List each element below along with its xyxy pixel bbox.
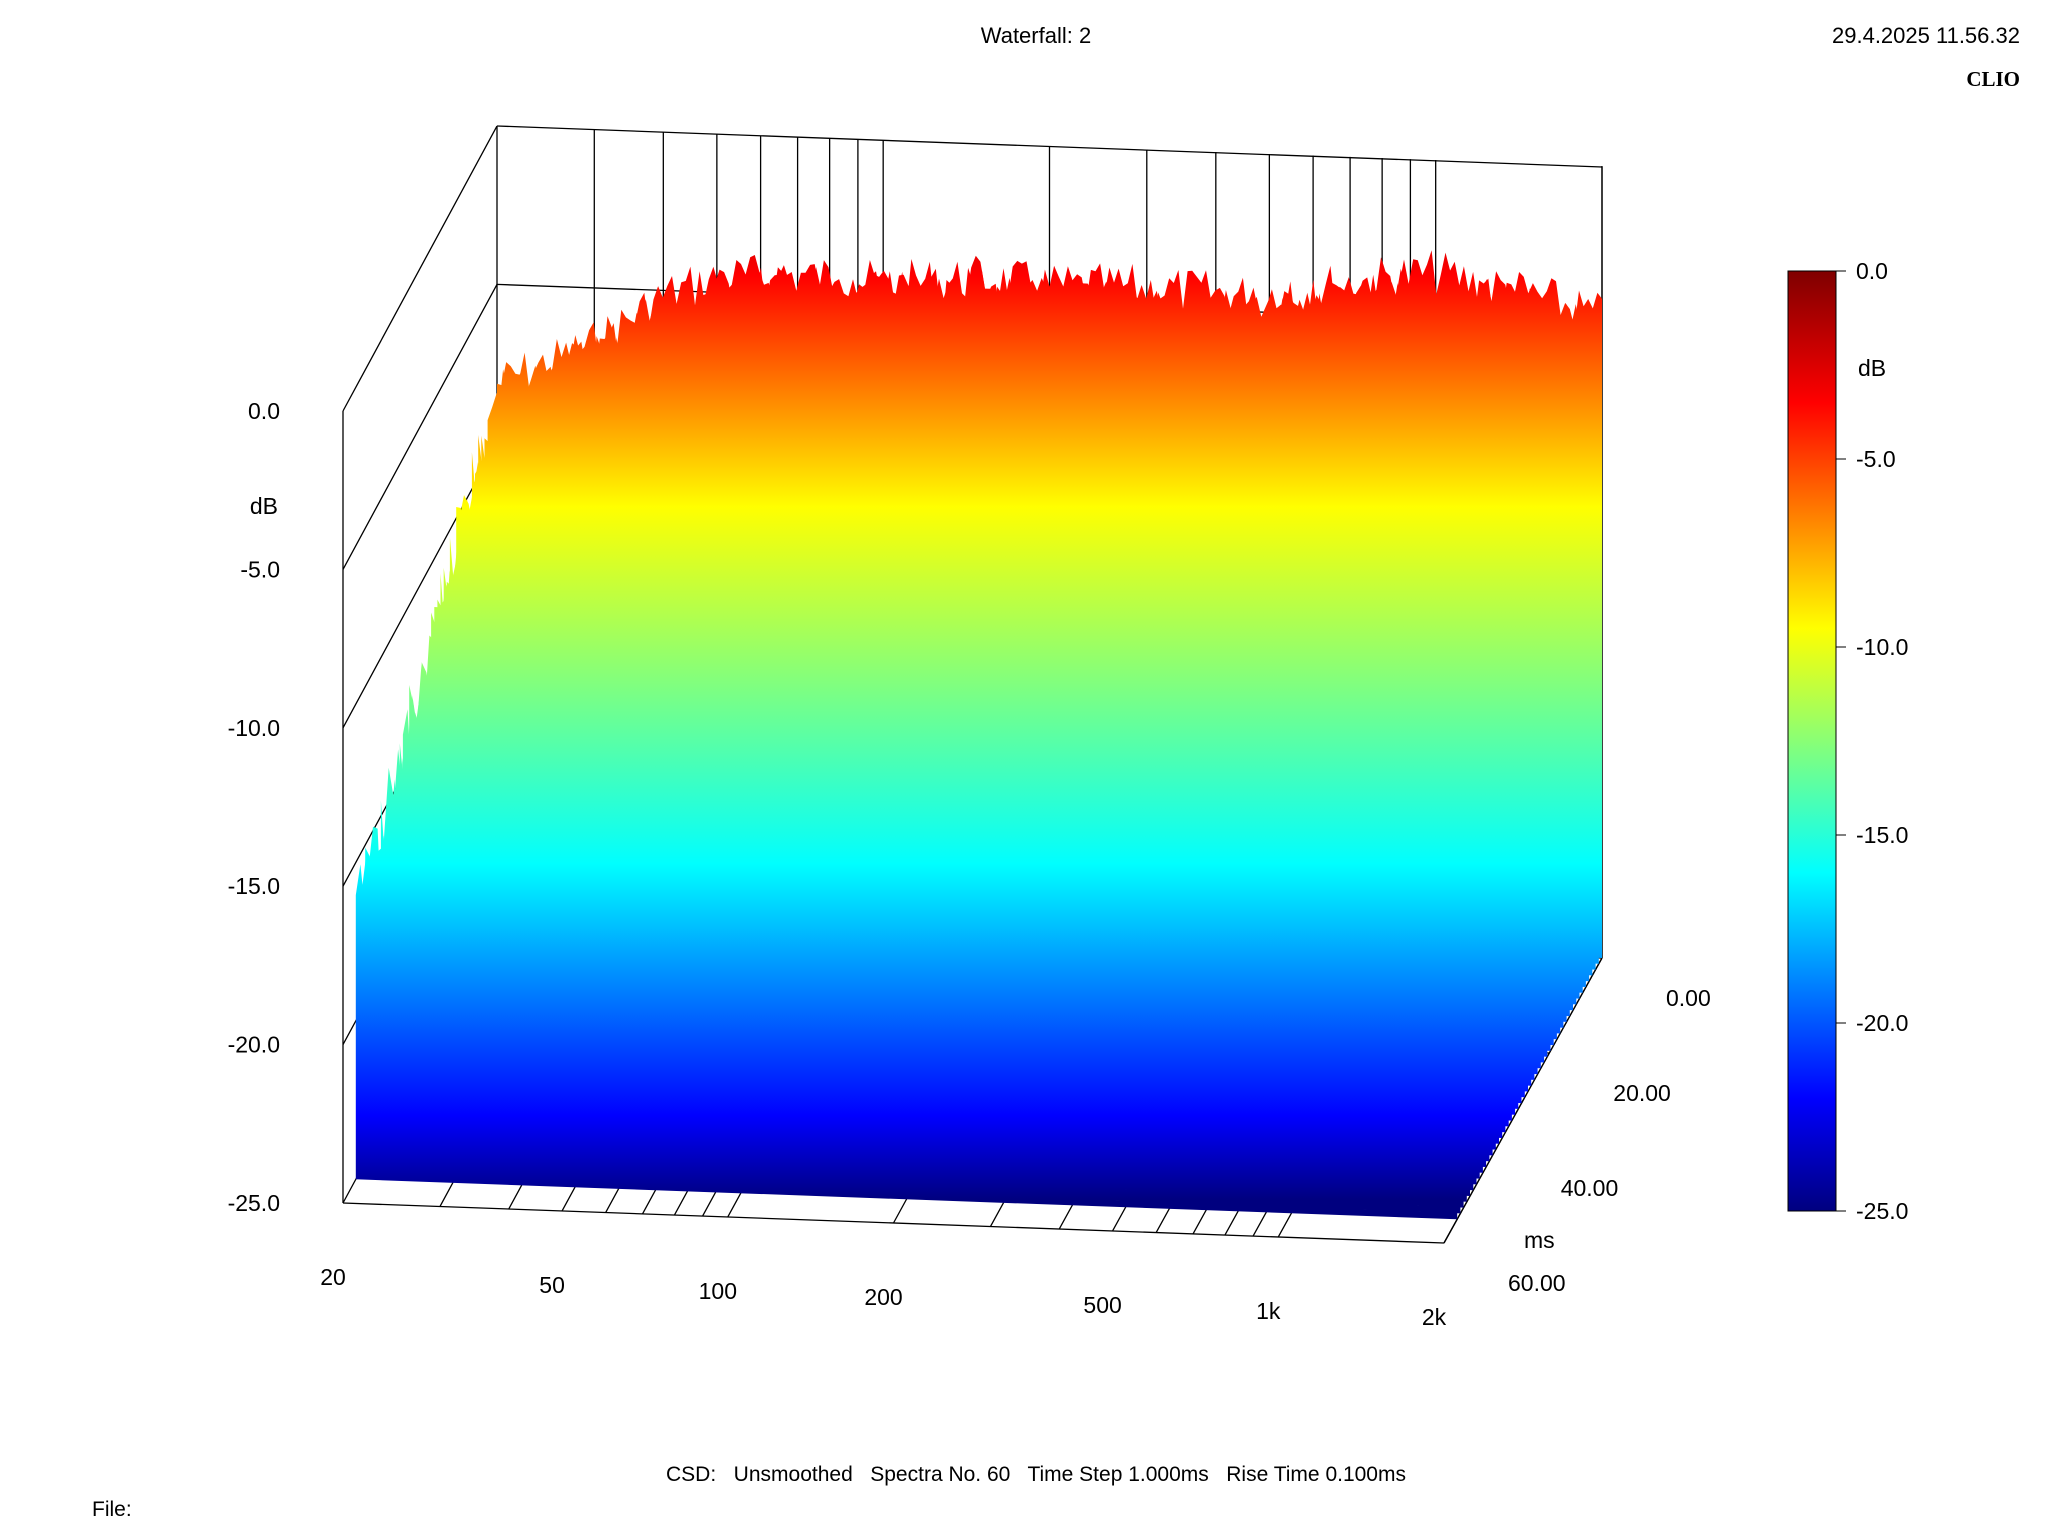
x-tick-label: 2k <box>1422 1304 1447 1330</box>
colorbar-labels: 0.0 -5.0 -10.0 -15.0 -20.0 -25.0 <box>1836 258 1908 1224</box>
timestamp: 29.4.2025 11.56.32 <box>1832 23 2020 48</box>
z-tick-label: 60.00 <box>1508 1270 1566 1296</box>
spectrum-slice <box>355 721 1458 1220</box>
y-tick-label: -10.0 <box>228 715 280 741</box>
left-wall-top <box>342 125 498 412</box>
y-tick-label: -5.0 <box>240 556 280 582</box>
z-tick-label: 20.00 <box>1613 1080 1671 1106</box>
colorbar-tick-label: -10.0 <box>1856 634 1908 660</box>
colorbar-tick-label: 0.0 <box>1856 258 1888 284</box>
colorbar-tick-label: -25.0 <box>1856 1198 1908 1224</box>
colorbar-unit: dB <box>1858 355 1886 381</box>
measurement-params: CSD: Unsmoothed Spectra No. 60 Time Step… <box>666 1463 1406 1486</box>
y-tick-label: -25.0 <box>228 1190 280 1216</box>
z-axis-unit: ms <box>1524 1227 1555 1253</box>
x-tick-label: 100 <box>699 1278 737 1304</box>
z-tick-label: 40.00 <box>1561 1175 1619 1201</box>
z-axis-labels: 0.00 20.00 40.00 60.00 <box>1508 985 1711 1296</box>
waterfall-surface <box>355 250 1602 1220</box>
chart-title: Waterfall: 2 <box>981 23 1091 48</box>
file-label: File: <box>92 1498 132 1521</box>
x-tick-label: 200 <box>864 1284 902 1310</box>
y-tick-label: 0.0 <box>248 398 280 424</box>
y-axis-unit: dB <box>250 493 278 519</box>
x-tick-label: 500 <box>1083 1292 1121 1318</box>
x-tick-label: 1k <box>1256 1298 1281 1324</box>
x-axis-labels: 20 50 100 200 500 1k 2k <box>320 1264 1446 1330</box>
y-axis-labels: 0.0 -5.0 -10.0 -15.0 -20.0 -25.0 <box>228 398 280 1216</box>
colorbar-tick-label: -15.0 <box>1856 822 1908 848</box>
brand-logo: CLIO <box>1966 67 2020 91</box>
x-tick-label: 50 <box>539 1272 565 1298</box>
grid-freq-floor <box>1443 957 1603 1244</box>
x-tick-label: 20 <box>320 1264 346 1290</box>
colorbar-tick-label: -20.0 <box>1856 1010 1908 1036</box>
y-tick-label: -15.0 <box>228 873 280 899</box>
z-tick-label: 0.00 <box>1666 985 1711 1011</box>
colorbar <box>1787 270 1837 1212</box>
colorbar-tick-label: -5.0 <box>1856 446 1896 472</box>
y-tick-label: -20.0 <box>228 1032 280 1058</box>
